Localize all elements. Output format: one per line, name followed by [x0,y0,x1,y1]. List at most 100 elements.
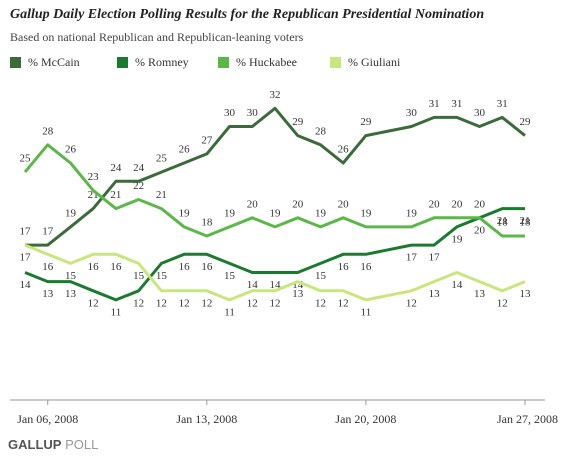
x-tick-label: Jan 13, 2008 [176,412,237,426]
data-label: 25 [156,153,168,165]
data-label: 21 [497,215,508,227]
data-label: 20 [451,198,463,210]
data-label: 13 [65,288,77,300]
legend-swatch [218,57,229,68]
data-label: 16 [110,261,122,273]
data-label: 12 [179,297,190,309]
data-label: 18 [497,217,509,229]
data-label: 31 [429,98,440,110]
data-label: 32 [270,89,281,101]
legend-label: % Romney [135,55,189,69]
series-line [23,143,525,238]
data-label: 20 [247,198,259,210]
data-label: 21 [156,189,167,201]
data-label: 20 [474,224,486,236]
data-label: 28 [42,125,54,137]
data-label: 13 [474,288,486,300]
data-label: 12 [201,297,212,309]
data-label: 13 [429,288,441,300]
data-label: 19 [270,207,282,219]
x-tick-label: Jan 06, 2008 [17,412,78,426]
data-label: 30 [406,107,418,119]
data-label: 16 [42,261,54,273]
data-label: 15 [224,270,236,282]
data-label: 14 [292,279,304,291]
data-label: 20 [429,198,441,210]
source-suffix: POLL [65,437,98,452]
series-line [24,207,525,302]
data-label: 31 [497,98,508,110]
legend-swatch [330,57,341,68]
data-label: 19 [451,233,463,245]
legend-swatch [10,57,21,68]
data-label: 29 [520,116,532,128]
data-label: 18 [201,217,213,229]
legend-label: % McCain [28,55,80,69]
data-label: 24 [133,162,145,174]
data-label: 19 [315,207,327,219]
data-label: 14 [451,279,463,291]
data-label: 26 [65,144,77,156]
data-label: 20 [338,198,350,210]
data-label: 14 [270,279,282,291]
data-label: 16 [179,261,191,273]
data-label: 11 [361,306,372,318]
data-label: 26 [179,144,191,156]
data-label: 17 [42,226,54,238]
data-label: 21 [110,189,121,201]
data-label: 22 [133,180,144,192]
data-label: 12 [133,297,144,309]
data-label: 17 [20,252,32,264]
data-label: 14 [247,279,259,291]
source-brand: GALLUP [8,437,62,452]
data-label: 29 [292,116,304,128]
data-label: 14 [20,279,32,291]
data-label: 17 [406,252,418,264]
legend-swatch [117,57,128,68]
data-label: 19 [179,207,191,219]
data-label: 12 [156,297,167,309]
data-label: 19 [65,207,77,219]
data-label: 19 [406,207,418,219]
data-label: 30 [474,107,486,119]
data-label: 19 [360,207,372,219]
data-label: 12 [338,297,349,309]
data-label: 24 [110,162,122,174]
data-label: 18 [520,217,532,229]
data-label: 30 [247,107,259,119]
data-label: 27 [201,134,213,146]
data-label: 21 [88,189,99,201]
data-label: 20 [292,198,304,210]
data-label: 20 [474,198,486,210]
data-label: 19 [224,207,236,219]
data-label: 23 [88,171,100,183]
data-label: 12 [270,297,281,309]
data-label: 15 [133,270,145,282]
data-label: 15 [156,270,168,282]
data-label: 28 [315,125,327,137]
data-label: 12 [88,297,99,309]
data-label: 12 [497,297,508,309]
data-label: 17 [20,226,32,238]
data-label: 12 [315,297,326,309]
data-label: 16 [88,261,100,273]
legend-label: % Giuliani [348,55,401,69]
data-label: 15 [65,270,77,282]
data-label: 15 [315,270,327,282]
data-label: 25 [20,153,32,165]
data-label: 16 [201,261,213,273]
data-label: 21 [520,215,531,227]
chart-title: Gallup Daily Election Polling Results fo… [10,7,484,22]
data-label: 11 [224,306,235,318]
data-label: 29 [360,116,372,128]
data-label: 13 [42,288,54,300]
chart-subtitle: Based on national Republican and Republi… [10,30,304,44]
data-label: 16 [360,261,372,273]
data-label: 16 [338,261,350,273]
legend-label: % Huckabee [236,55,297,69]
data-label: 12 [247,297,258,309]
data-label: 17 [429,252,441,264]
source: GALLUP POLL [8,437,98,452]
x-tick-label: Jan 27, 2008 [497,412,558,426]
